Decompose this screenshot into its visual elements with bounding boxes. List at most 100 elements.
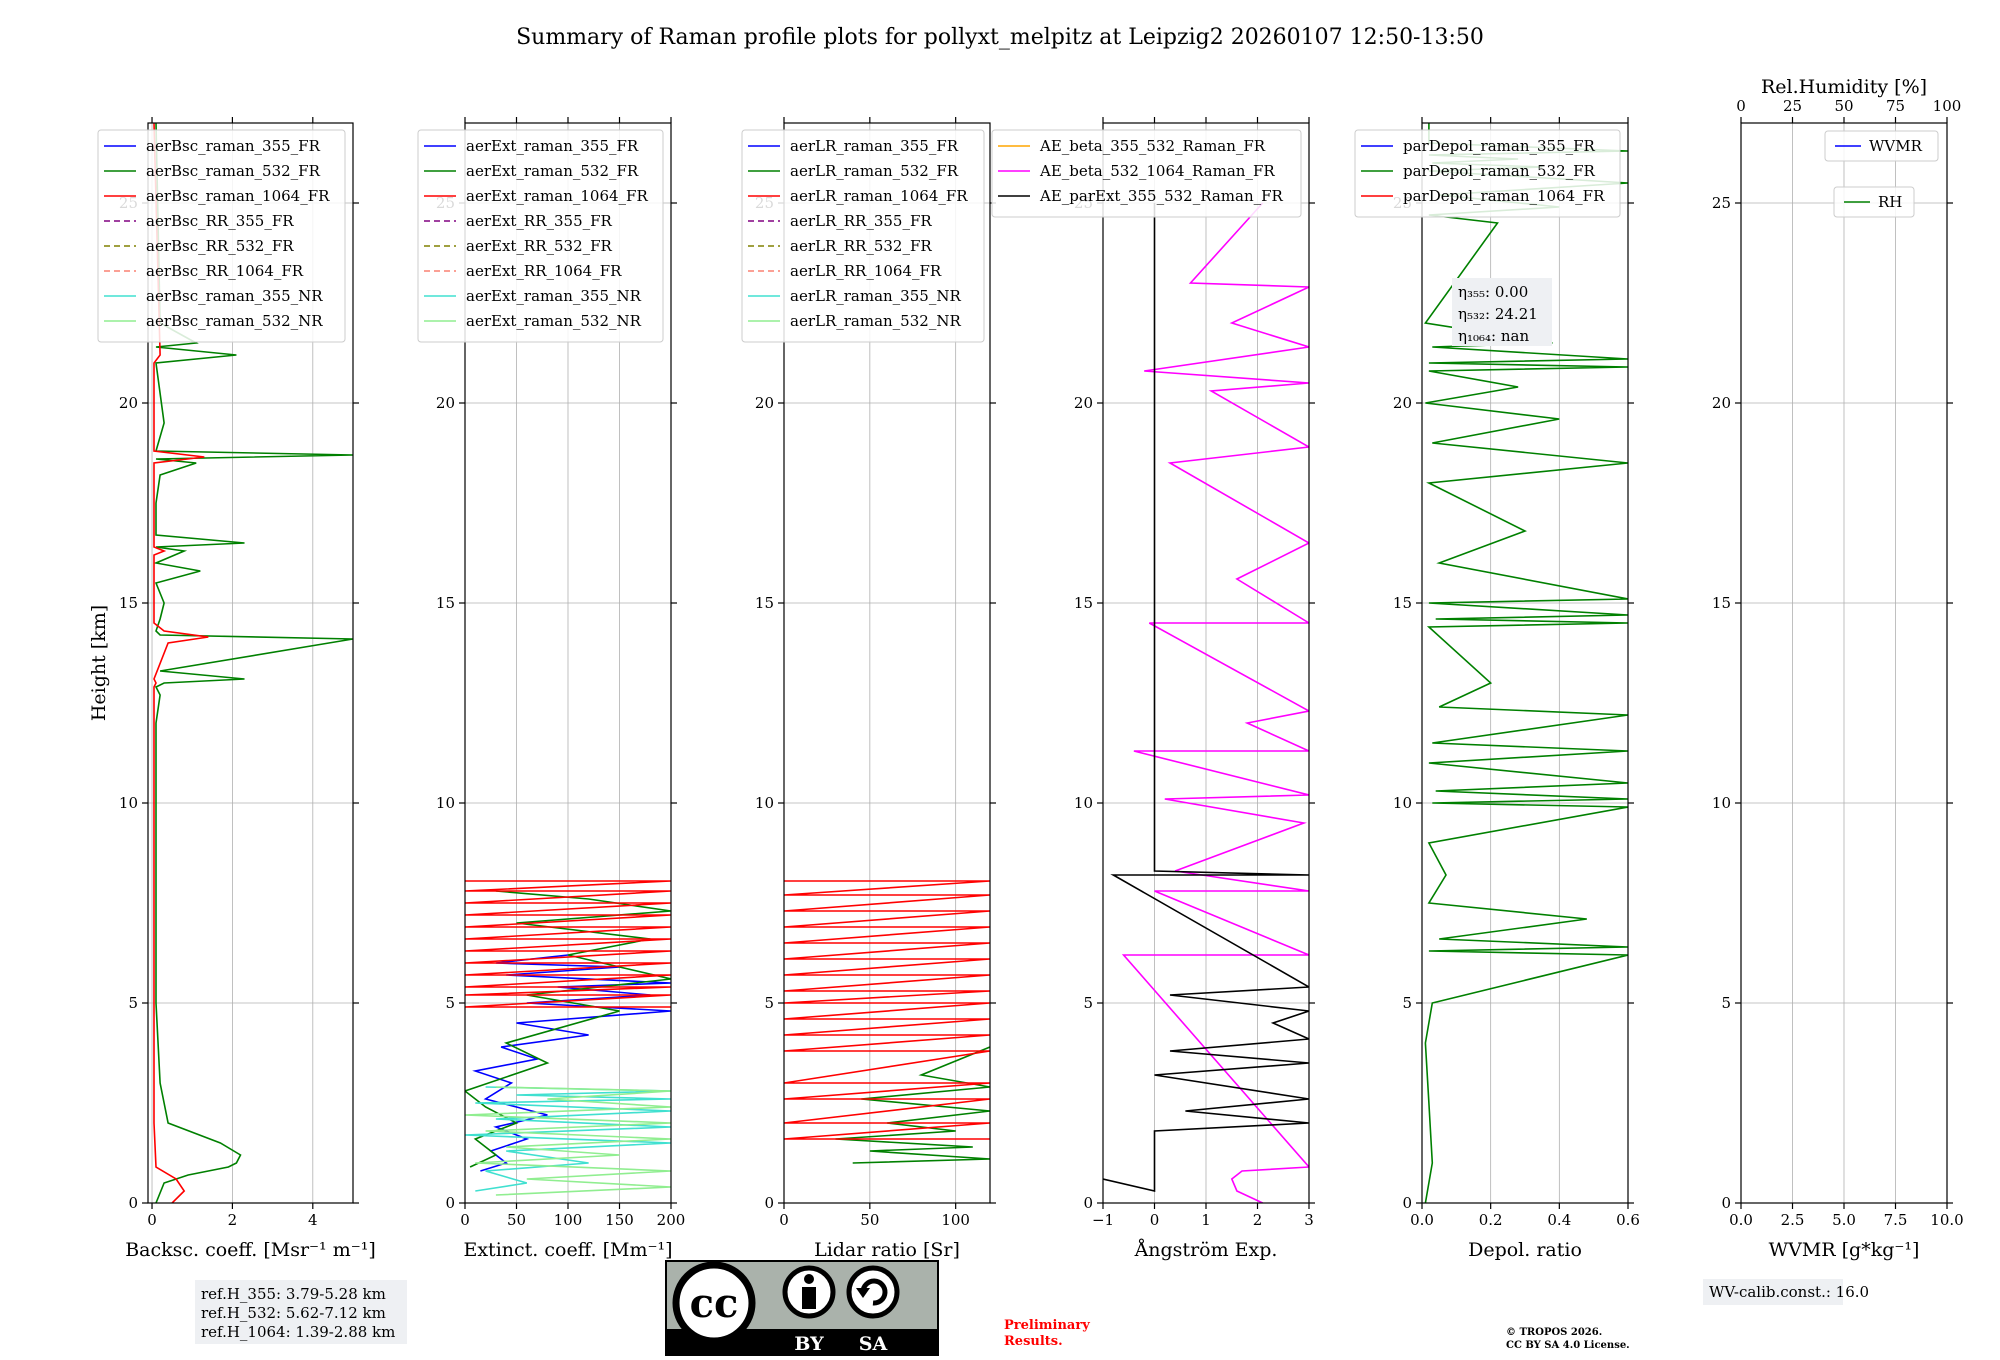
- legend-label-aerbsc-raman-1064-fr: aerBsc_raman_1064_FR: [146, 187, 330, 205]
- ref-h-532: ref.H_532: 5.62-7.12 km: [201, 1304, 386, 1322]
- x-tick-label: 7.5: [1884, 1211, 1908, 1229]
- x-axis-label: WVMR [g*kg⁻¹]: [1769, 1239, 1920, 1261]
- legend-backscatter: aerBsc_raman_355_FR aerBsc_raman_532_FRae…: [97, 129, 346, 343]
- y-tick-label: 5: [764, 994, 774, 1012]
- ref-heights-box: ref.H_355: 3.79-5.28 km ref.H_532: 5.62-…: [195, 1280, 407, 1344]
- x-tick-label: 0: [779, 1211, 789, 1229]
- x-tick-label: 50: [507, 1211, 526, 1229]
- x-tick-label: 0.4: [1547, 1211, 1571, 1229]
- series-lidar-ratio: [784, 880, 990, 1164]
- y-tick-label: 10: [1074, 794, 1093, 812]
- panel-backscatter: 0240510152025Backsc. coeff. [Msr⁻¹ m⁻¹]H…: [88, 117, 376, 1261]
- series-line-ae-beta-532-1064-raman-fr: [1121, 202, 1309, 1203]
- legend-label-pardepol-raman-355-fr: parDepol_raman_355_FR: [1403, 137, 1596, 155]
- legend-frame: [417, 129, 664, 343]
- y-tick-label: 10: [436, 794, 455, 812]
- series-line-aerbsc-raman-532-fr: [153, 123, 353, 1203]
- copyright-tropos: © TROPOS 2026.: [1506, 1327, 1602, 1338]
- x-tick-label: 2.5: [1781, 1211, 1805, 1229]
- panel-depol: 0.00.20.40.60510152025Depol. ratioparDep…: [1354, 117, 1640, 1261]
- y-tick-label: 20: [1712, 394, 1731, 412]
- results-label: Results.: [1004, 1334, 1063, 1349]
- y-tick-label: 20: [755, 394, 774, 412]
- legend-label-aerlr-raman-532-nr: aerLR_raman_532_NR: [790, 312, 961, 330]
- y-tick-label: 20: [119, 394, 138, 412]
- y-tick-label: 15: [1393, 594, 1412, 612]
- x-tick-label: 0: [147, 1211, 157, 1229]
- y-tick-label: 0: [764, 1194, 774, 1212]
- panel-angstrom: −101230510152025Ångström Exp.AE_beta_355…: [991, 117, 1315, 1261]
- x-tick-label: 200: [657, 1211, 686, 1229]
- license-badge: cc BY SA: [665, 1260, 939, 1356]
- wv-calib-text: WV-calib.const.: 16.0: [1709, 1283, 1869, 1301]
- legend-label-ae-beta-355-532-raman-fr: AE_beta_355_532_Raman_FR: [1039, 137, 1266, 155]
- x-tick-label: 1: [1201, 1211, 1211, 1229]
- x-tick-label: 0.0: [1729, 1211, 1753, 1229]
- legend-depol: parDepol_raman_355_FR parDepol_raman_532_…: [1354, 129, 1621, 218]
- legend-label-rh: RH: [1878, 193, 1902, 211]
- y-tick-label: 10: [1393, 794, 1412, 812]
- legend-label-aerlr-raman-532-fr: aerLR_raman_532_FR: [790, 162, 959, 180]
- eta-line: η₅₃₂: 24.21: [1458, 305, 1538, 323]
- series-line-aerlr-raman-532-fr: [835, 1046, 990, 1164]
- panel-wvmr-rh: 0.0 2.5 5.0 7.5 10.0 0 5 10 15 20 25 WVMR [g*kg⁻¹] 0…: [1712, 76, 1964, 1261]
- x-tick-label: 100: [554, 1211, 583, 1229]
- x-tick-label: 50: [860, 1211, 879, 1229]
- series-line-aerext-raman-532-nr: [465, 1086, 671, 1196]
- y-tick-label: 0: [1721, 1194, 1731, 1212]
- top-x-axis-label: Rel.Humidity [%]: [1761, 76, 1927, 98]
- x-tick-label: 2: [228, 1211, 238, 1229]
- axes-frame: [783, 122, 991, 1204]
- y-tick-label: 0: [128, 1194, 138, 1212]
- x-axis-label: Backsc. coeff. [Msr⁻¹ m⁻¹]: [125, 1239, 376, 1261]
- y-tick-label: 25: [1712, 194, 1731, 212]
- legend-label-aerbsc-raman-532-fr: aerBsc_raman_532_FR: [146, 162, 321, 180]
- series-extinction: [465, 880, 671, 1196]
- x-tick-label: 2: [1253, 1211, 1263, 1229]
- legend-label-aerlr-raman-355-nr: aerLR_raman_355_NR: [790, 287, 961, 305]
- eta-line: η₁₀₆₄: nan: [1458, 327, 1529, 345]
- legend-label-pardepol-raman-532-fr: parDepol_raman_532_FR: [1403, 162, 1596, 180]
- y-tick-label: 10: [1712, 794, 1731, 812]
- legend-label-wvmr: WVMR: [1869, 137, 1923, 155]
- figure-title: Summary of Raman profile plots for polly…: [516, 25, 1484, 50]
- y-tick-label: 15: [436, 594, 455, 612]
- legend-frame: [991, 129, 1302, 218]
- legend-label-aerbsc-rr-355-fr: aerBsc_RR_355_FR: [146, 212, 294, 230]
- x-axis-label: Ångström Exp.: [1134, 1239, 1278, 1261]
- legend-label-aerext-raman-532-nr: aerExt_raman_532_NR: [466, 312, 642, 330]
- eta-line: η₃₅₅: 0.00: [1458, 283, 1528, 301]
- grid-wvmr-rh: [1740, 123, 1948, 1204]
- y-tick-label: 5: [1402, 994, 1412, 1012]
- y-tick-label: 5: [128, 994, 138, 1012]
- y-axis-label: Height [km]: [88, 605, 110, 721]
- legend-label-aerext-rr-1064-fr: aerExt_RR_1064_FR: [466, 262, 622, 280]
- legend-label-aerext-rr-532-fr: aerExt_RR_532_FR: [466, 237, 613, 255]
- series-line-aerbsc-raman-1064-fr: [153, 123, 209, 1203]
- legend-label-aerlr-rr-1064-fr: aerLR_RR_1064_FR: [790, 262, 942, 280]
- top-x-tick-label: 25: [1783, 97, 1802, 115]
- x-tick-label: −1: [1092, 1211, 1114, 1229]
- legend-label-aerlr-rr-532-fr: aerLR_RR_532_FR: [790, 237, 932, 255]
- panel-extinction: 0501001502000510152025Extinct. coeff. [M…: [417, 117, 686, 1261]
- axes-frame: [147, 122, 354, 1204]
- legend-frame: [741, 129, 985, 343]
- x-tick-label: 5.0: [1832, 1211, 1856, 1229]
- legend-label-aerlr-rr-355-fr: aerLR_RR_355_FR: [790, 212, 932, 230]
- y-tick-label: 20: [1074, 394, 1093, 412]
- x-tick-label: 4: [308, 1211, 318, 1229]
- y-tick-label: 0: [445, 1194, 455, 1212]
- plot-panels: 0240510152025Backsc. coeff. [Msr⁻¹ m⁻¹]H…: [88, 76, 1964, 1261]
- legend-label-pardepol-raman-1064-fr: parDepol_raman_1064_FR: [1403, 187, 1605, 205]
- y-tick-label: 10: [119, 794, 138, 812]
- legend-label-aerext-raman-355-nr: aerExt_raman_355_NR: [466, 287, 642, 305]
- y-tick-label: 0: [1402, 1194, 1412, 1212]
- legend-wvmr-rh: WVMR RH: [1824, 130, 1939, 218]
- x-tick-label: 0.0: [1410, 1211, 1434, 1229]
- y-tick-label: 5: [1083, 994, 1093, 1012]
- x-axis-label: Extinct. coeff. [Mm⁻¹]: [463, 1239, 672, 1261]
- legend-frame: [1354, 129, 1621, 218]
- panel-lidar-ratio: 0501000510152025Lidar ratio [Sr]aerLR_ra…: [741, 117, 996, 1261]
- x-tick-label: 0.6: [1616, 1211, 1640, 1229]
- eta-annotation: η₃₅₅: 0.00 η₅₃₂: 24.21 η₁₀₆₄: nan: [1452, 278, 1552, 346]
